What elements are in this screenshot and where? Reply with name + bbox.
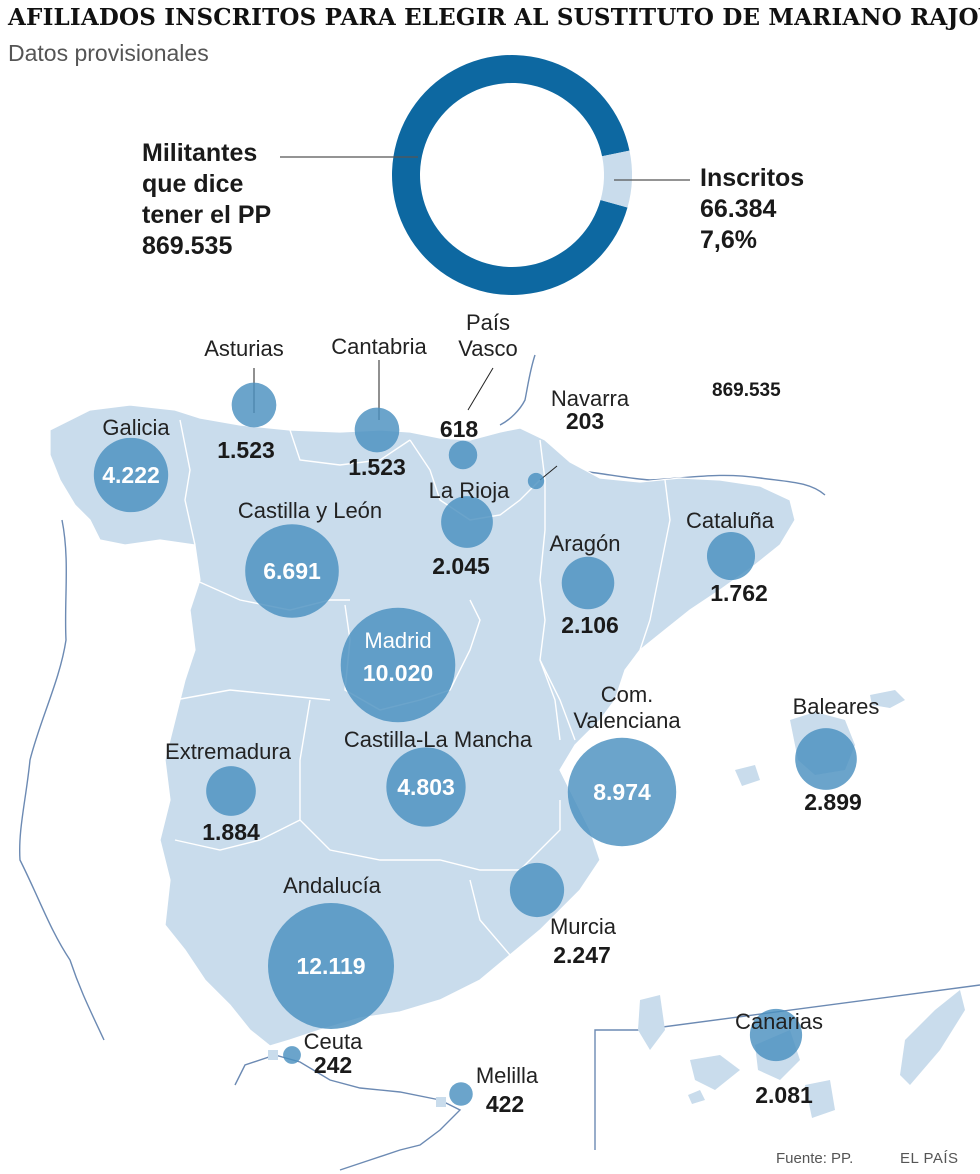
bubble-la-rioja xyxy=(441,496,493,548)
region-name-castilla-la-mancha: Castilla-La Mancha xyxy=(344,727,533,752)
bubble-extremadura xyxy=(206,766,256,816)
bubble-galicia xyxy=(93,437,169,513)
bubble-pa-s-vasco xyxy=(448,440,478,470)
country-borders xyxy=(18,354,826,1041)
region-value-ceuta: 242 xyxy=(314,1052,352,1078)
region-name-pa-s-vasco: País xyxy=(466,310,510,335)
region-value-andaluc-a: 12.119 xyxy=(296,953,365,979)
donut-segment-militantes xyxy=(392,55,630,296)
africa-coast xyxy=(234,1054,462,1171)
bubble-murcia xyxy=(509,862,565,918)
region-name-murcia: Murcia xyxy=(550,914,617,939)
chart-subtitle: Datos provisionales xyxy=(8,40,209,66)
melilla-marker xyxy=(436,1097,446,1107)
donut-part-value: 66.384 xyxy=(700,195,777,223)
region-name-canarias: Canarias xyxy=(735,1009,823,1034)
bubble-canarias xyxy=(749,1008,803,1062)
region-name-cantabria: Cantabria xyxy=(331,334,427,359)
source-note: Fuente: PP. xyxy=(776,1150,854,1167)
donut-total-line-3: tener el PP xyxy=(142,201,272,229)
region-name-ceuta: Ceuta xyxy=(304,1029,363,1054)
region-name-la-rioja: La Rioja xyxy=(429,478,510,503)
region-name-com-valenciana: Valenciana xyxy=(573,708,681,733)
region-name-madrid: Madrid xyxy=(364,628,431,653)
region-value-canarias: 2.081 xyxy=(755,1082,813,1108)
bubble-asturias xyxy=(231,382,277,428)
region-bubbles xyxy=(93,382,857,1106)
bubble-com-valenciana xyxy=(567,737,677,847)
bubble-catalu-a xyxy=(706,531,756,581)
donut-segment-inscritos xyxy=(600,150,632,208)
region-value-la-rioja: 2.045 xyxy=(432,553,490,579)
ceuta-marker xyxy=(268,1050,278,1060)
regional-borders xyxy=(174,419,671,956)
region-name-arag-n: Aragón xyxy=(550,531,621,556)
donut-total-value: 869.535 xyxy=(142,232,233,260)
bubble-madrid xyxy=(340,607,456,723)
region-value-catalu-a: 1.762 xyxy=(710,580,768,606)
canarias-inset-frame xyxy=(594,984,980,1150)
brand-credit: EL PAÍS xyxy=(900,1150,959,1167)
region-value-cantabria: 1.523 xyxy=(348,454,406,480)
region-value-melilla: 422 xyxy=(486,1091,524,1117)
region-value-murcia: 2.247 xyxy=(553,942,611,968)
pais-vasco-leader xyxy=(467,367,494,411)
donut-total-line-1: Militantes xyxy=(142,139,258,167)
region-value-baleares: 2.899 xyxy=(804,789,862,815)
donut-part-label: Inscritos 66.384 7,6% xyxy=(700,163,804,256)
donut-total-line-2: que dice xyxy=(142,170,244,198)
region-value-com-valenciana: 8.974 xyxy=(593,779,651,805)
bubble-melilla xyxy=(449,1082,473,1106)
floating-total-label: 869.535 xyxy=(712,380,781,401)
region-value-galicia: 4.222 xyxy=(102,462,160,488)
region-value-extremadura: 1.884 xyxy=(202,819,260,845)
bubble-arag-n xyxy=(561,556,615,610)
region-value-asturias: 1.523 xyxy=(217,437,275,463)
region-name-baleares: Baleares xyxy=(793,694,880,719)
region-value-madrid: 10.020 xyxy=(363,660,433,686)
region-name-galicia: Galicia xyxy=(102,415,170,440)
region-value-castilla-la-mancha: 4.803 xyxy=(397,774,455,800)
region-name-com-valenciana: Com. xyxy=(601,682,654,707)
region-name-catalu-a: Cataluña xyxy=(686,508,775,533)
region-name-asturias: Asturias xyxy=(204,336,283,361)
region-labels: Galicia 4.222 Asturias 1.523 Cantabria 1.523 P… xyxy=(102,310,879,1117)
bubble-ceuta xyxy=(283,1046,301,1064)
bubble-andaluc-a xyxy=(268,903,394,1029)
region-name-pa-s-vasco: Vasco xyxy=(458,336,518,361)
donut-total-label: Militantes que dice tener el PP 869.535 xyxy=(142,138,271,262)
region-name-melilla: Melilla xyxy=(476,1063,539,1088)
region-value-navarra: 203 xyxy=(566,408,604,434)
bubble-baleares xyxy=(795,728,857,790)
bubble-castilla-la-mancha xyxy=(386,747,466,827)
region-value-castilla-y-le-n: 6.691 xyxy=(263,558,321,584)
donut-chart xyxy=(280,55,690,296)
bubble-castilla-y-le-n xyxy=(245,524,339,618)
donut-part-name: Inscritos xyxy=(700,164,805,192)
region-name-extremadura: Extremadura xyxy=(165,739,292,764)
region-value-pa-s-vasco: 618 xyxy=(440,416,479,442)
region-name-navarra: Navarra xyxy=(551,386,630,411)
region-name-castilla-y-le-n: Castilla y León xyxy=(238,498,382,523)
region-value-arag-n: 2.106 xyxy=(561,612,619,638)
region-name-andaluc-a: Andalucía xyxy=(283,873,382,898)
bubble-navarra xyxy=(527,472,545,490)
bubble-cantabria xyxy=(354,407,400,453)
donut-part-pct: 7,6% xyxy=(700,226,757,254)
chart-title: AFILIADOS INSCRITOS PARA ELEGIR AL SUSTI… xyxy=(8,4,980,31)
spain-mainland xyxy=(49,404,796,1047)
